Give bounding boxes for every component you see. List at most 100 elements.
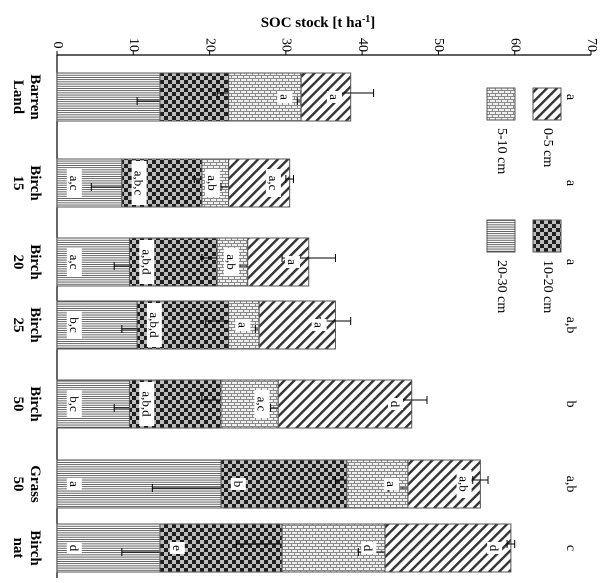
segment-letter: d [387, 398, 403, 410]
bar-segment [300, 72, 352, 122]
segment-letter: a,c [265, 169, 281, 197]
letter-box [254, 390, 270, 418]
segment-letter-text: a,b [205, 175, 220, 191]
category-label-line1: Barren [27, 74, 43, 120]
letter-box [235, 319, 251, 331]
segment-letter: a,c [66, 168, 82, 197]
segment-letter-text: a,b [224, 254, 239, 270]
segment-letter-text: d [67, 545, 82, 552]
segment-letter: e [169, 542, 185, 554]
letter-box [131, 161, 147, 205]
letter-box [204, 169, 220, 197]
category-label-line2: nat [10, 538, 26, 559]
bar-segment [56, 72, 161, 122]
x-tick-label: 50 [431, 38, 446, 52]
legend-swatch [532, 219, 562, 253]
legend-label: 20-30 cm [494, 260, 509, 313]
segment-letter-text: d [388, 401, 403, 408]
x-tick-label: 10 [126, 38, 141, 52]
category-label-line2: 50 [10, 477, 26, 492]
letter-box [361, 542, 377, 554]
segment-letter: a,b [456, 470, 472, 498]
segment-letter: a [326, 91, 342, 103]
category-label-line2: 50 [10, 397, 26, 412]
legend-label: 5-10 cm [494, 128, 509, 174]
segment-letter-text: a,c [254, 397, 269, 412]
segment-letter-text: a,c [266, 176, 281, 191]
letter-box [139, 240, 155, 284]
category-label-line2: Land [10, 80, 26, 115]
legend-swatch [532, 87, 562, 121]
bar-segment [56, 158, 123, 208]
letter-box [311, 319, 327, 331]
category-label-line1: Birch [27, 386, 43, 422]
segment-letter-text: a,c [67, 255, 82, 270]
segment-letter: a,c [254, 390, 270, 418]
x-tick-label: 30 [279, 38, 294, 52]
segment-letter: a [384, 478, 400, 490]
letter-box [284, 256, 300, 268]
segment-letter-text: a [285, 259, 300, 265]
segment-letter-text: b,c [67, 317, 82, 333]
legend-label: 0-5 cm [540, 128, 555, 167]
letter-box [66, 247, 82, 276]
category-label-line2: 15 [10, 176, 26, 191]
segment-letter: a,b,d [139, 240, 155, 284]
segment-letter-text: a [327, 94, 342, 100]
letter-box [456, 470, 472, 498]
category-label-line2: 25 [10, 318, 26, 333]
letter-box [66, 168, 82, 197]
letter-box [66, 389, 82, 418]
segment-letter: a,b,d [139, 382, 155, 426]
segment-letter-text: d [361, 545, 376, 552]
total-letter: b [563, 401, 578, 408]
x-tick-label: 20 [202, 38, 217, 52]
category-label-line1: Birch [27, 244, 43, 280]
category-label-line2: 20 [10, 255, 26, 270]
segment-letter-text: a,b [457, 476, 472, 492]
category-label-line1: Birch [27, 307, 43, 343]
segment-letter: a,c [66, 247, 82, 276]
letter-box [146, 303, 162, 347]
segment-letter: a [235, 319, 251, 331]
letter-box [223, 248, 239, 276]
segment-letter-text: d [487, 545, 502, 552]
bar-segment [159, 72, 230, 122]
segment-letter: a,b,d [146, 303, 162, 347]
legend: 0-5 cm 5-10 cm 10-20 cm 20-30 cm [486, 87, 562, 313]
total-letter: a,b [563, 317, 578, 334]
segment-letter: b,c [66, 389, 82, 418]
letter-box [66, 310, 82, 339]
x-tick-label: 70 [584, 38, 599, 52]
legend-swatch [486, 87, 516, 121]
legend-label: 10-20 cm [540, 260, 555, 313]
letter-box [326, 91, 342, 103]
total-letter: a [563, 259, 578, 266]
total-letter: c [563, 545, 578, 551]
segment-letter: d [66, 542, 82, 554]
total-letter: a [563, 180, 578, 187]
letter-box [387, 398, 403, 410]
letter-box [139, 382, 155, 426]
total-letter: a [563, 94, 578, 101]
segment-letter-text: b [231, 481, 246, 488]
segment-letter: a,b [223, 248, 239, 276]
category-label-line1: Birch [27, 530, 43, 566]
segment-letter: d [487, 542, 503, 554]
segment-letter: b,c [66, 310, 82, 339]
segment-letter-text: a [235, 322, 250, 328]
letter-box [66, 478, 82, 490]
letter-box [66, 542, 82, 554]
segment-letter-text: a [67, 481, 82, 487]
segment-letter: b [230, 478, 246, 490]
segment-letter-text: a,b,d [139, 391, 154, 417]
x-tick-label: 0 [50, 42, 65, 49]
segment-letter: a [284, 256, 300, 268]
category-labels: BarrenLandBirch15Birch20Birch25Birch50Gr… [10, 74, 43, 566]
x-tick-label: 60 [507, 38, 522, 52]
